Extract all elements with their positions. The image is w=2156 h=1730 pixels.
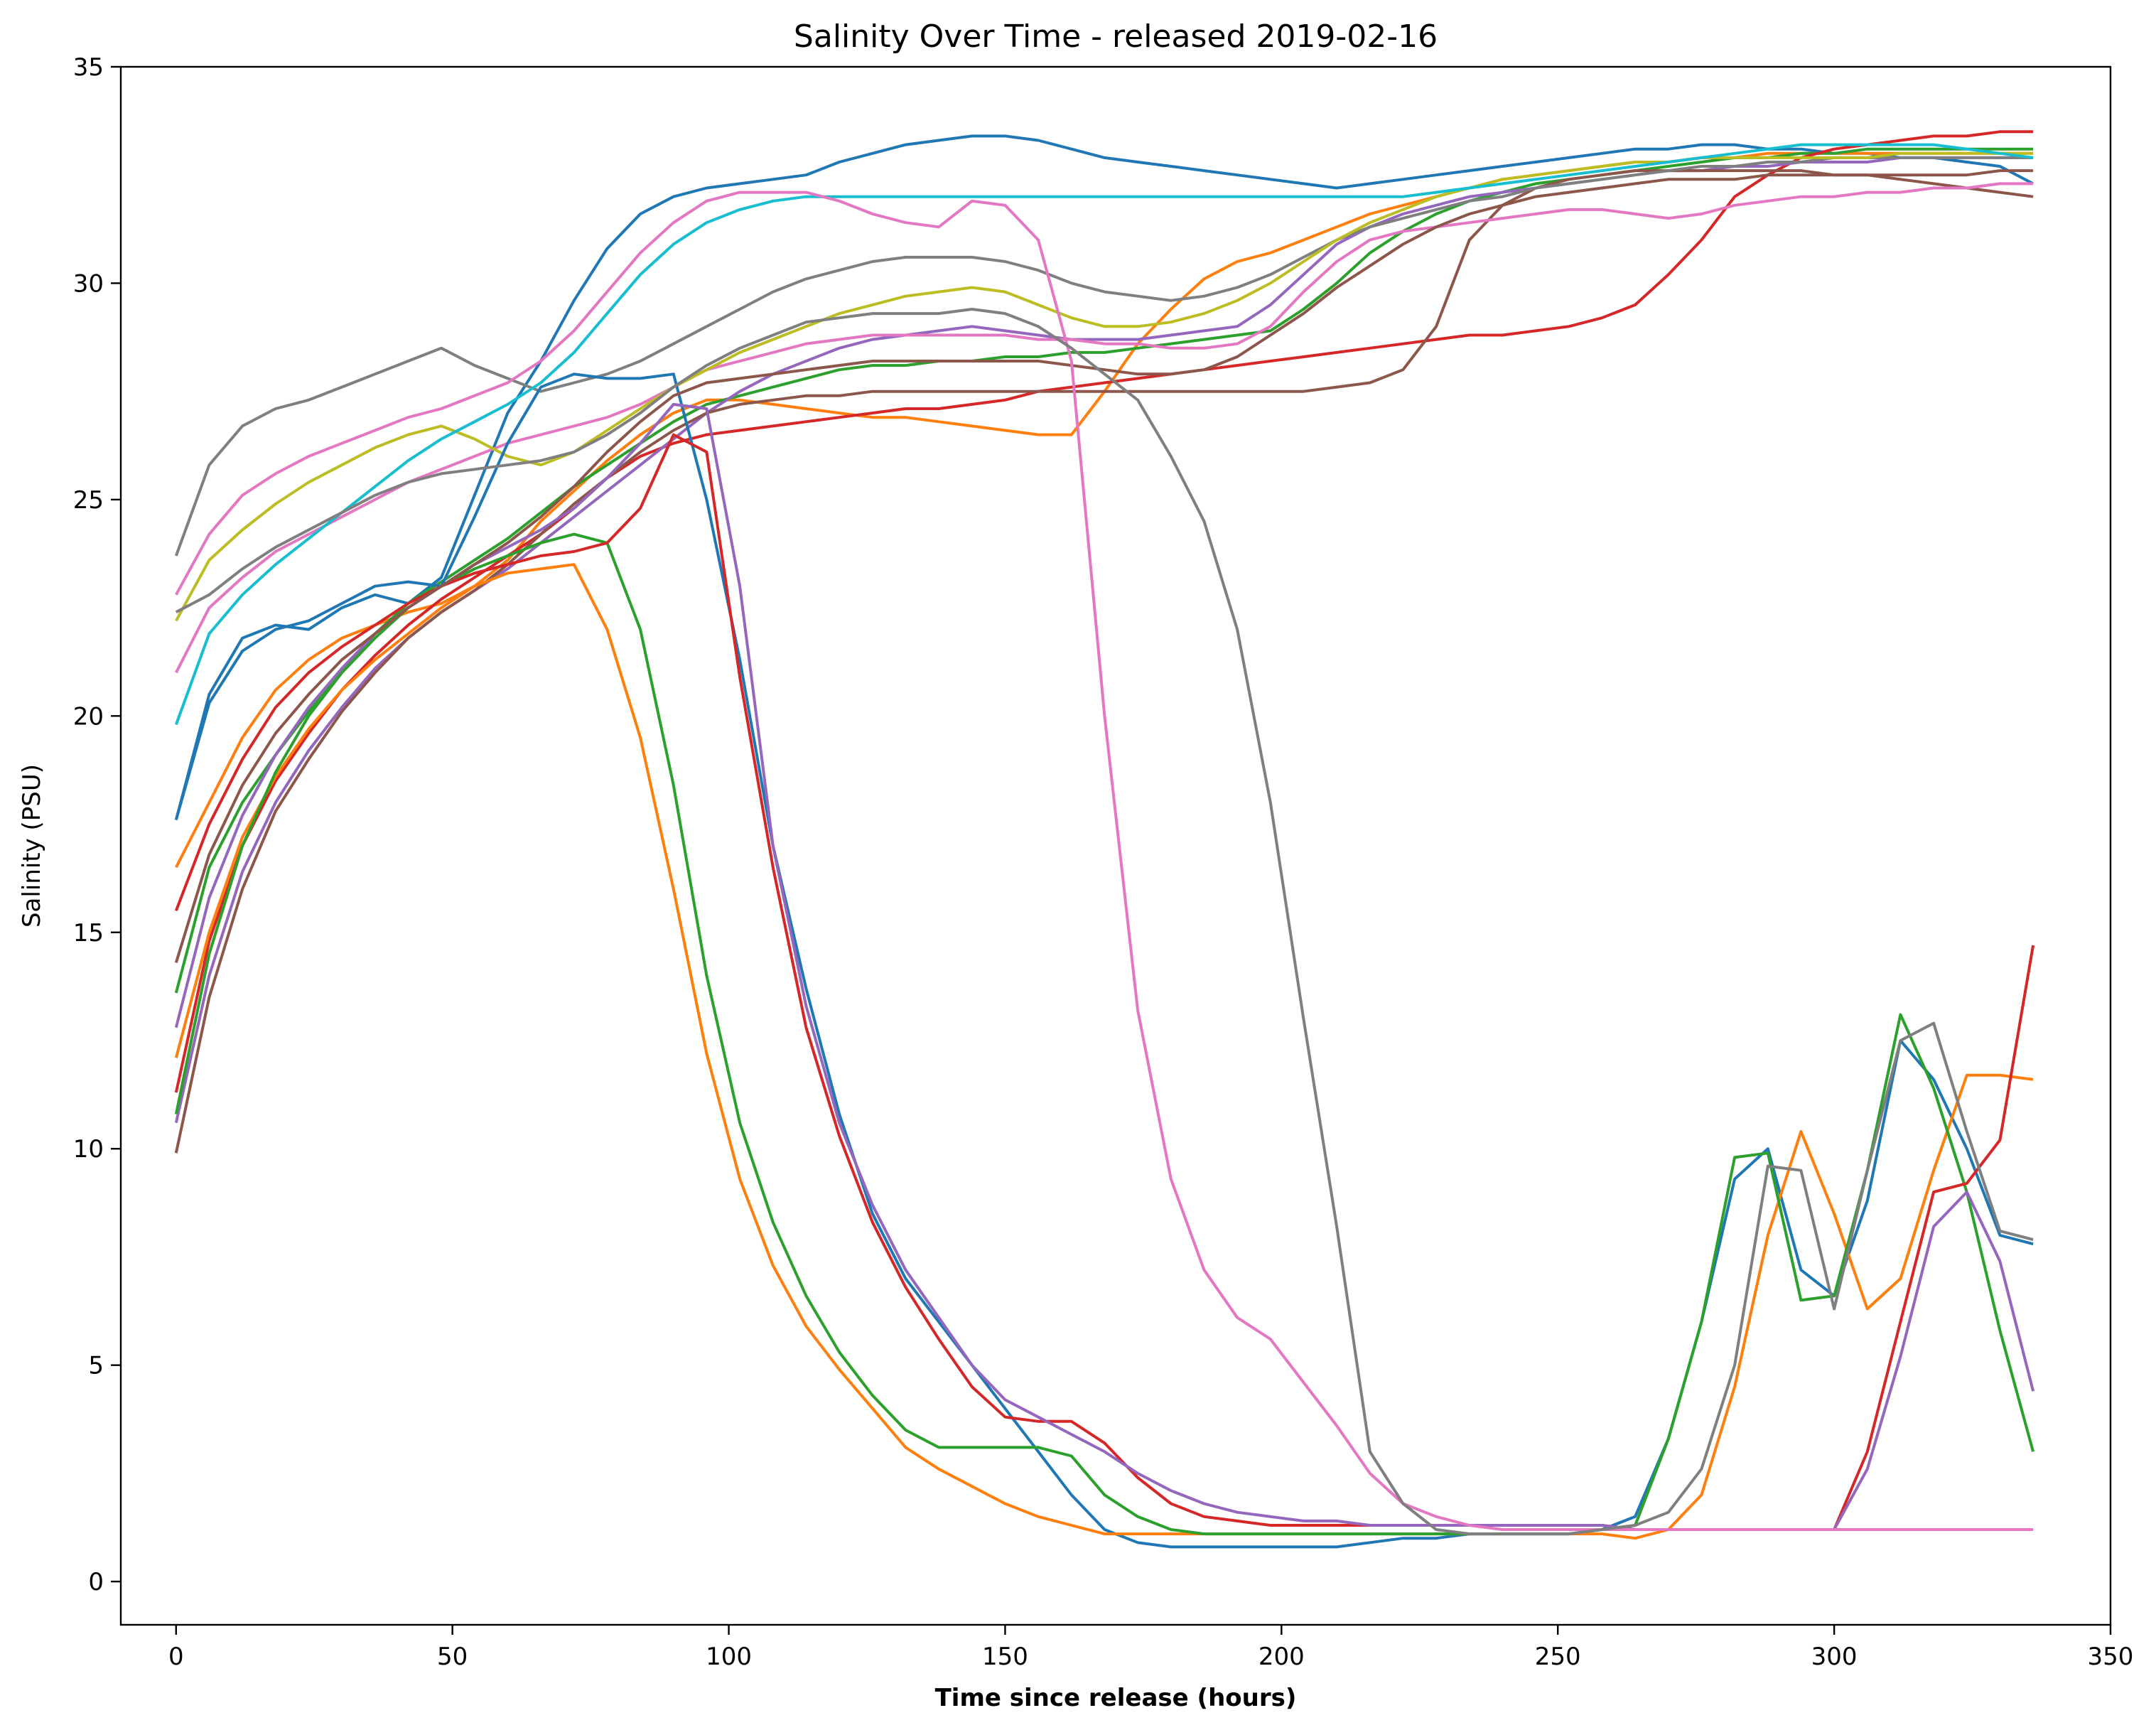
series-layer [174,130,2035,1549]
x-tick-label: 350 [2088,1643,2134,1671]
x-tick-label: 150 [982,1643,1028,1671]
y-tick-label: 15 [73,919,104,947]
x-tick-label: 250 [1535,1643,1581,1671]
y-tick-label: 35 [73,53,104,82]
series-line-3 [174,147,2034,994]
series-line-10 [174,143,2034,726]
x-axis-label: Time since release (hours) [935,1684,1297,1712]
x-tick-label: 300 [1811,1643,1858,1671]
y-tick-label: 30 [73,269,104,298]
y-axis: 0 5 10 15 20 25 30 35 [73,53,121,1596]
x-tick-label: 100 [706,1643,752,1671]
series-line-18 [175,308,2034,1536]
y-tick-label: 5 [88,1352,104,1380]
series-line-13 [174,532,2035,1536]
y-axis-label: Salinity (PSU) [18,764,46,928]
series-line-9 [175,151,2034,622]
series-line-17 [175,190,2034,1531]
x-axis: 0 50 100 150 200 250 300 350 [168,1625,2133,1671]
axes-frame [119,65,2112,1626]
series-line-16 [174,169,2034,963]
series-line-8 [174,156,2034,557]
x-tick-label: 50 [437,1643,468,1671]
y-tick-label: 20 [73,702,104,731]
x-tick-label: 0 [168,1643,184,1671]
x-tick-label: 200 [1258,1643,1305,1671]
series-line-12 [174,563,2034,1540]
series-line-7 [175,182,2034,674]
chart-title: Salinity Over Time - released 2019-02-16 [794,18,1438,55]
y-tick-label: 0 [88,1568,104,1596]
y-tick-label: 25 [73,486,104,515]
y-tick-label: 10 [73,1135,104,1164]
series-line-11 [174,372,2034,1549]
